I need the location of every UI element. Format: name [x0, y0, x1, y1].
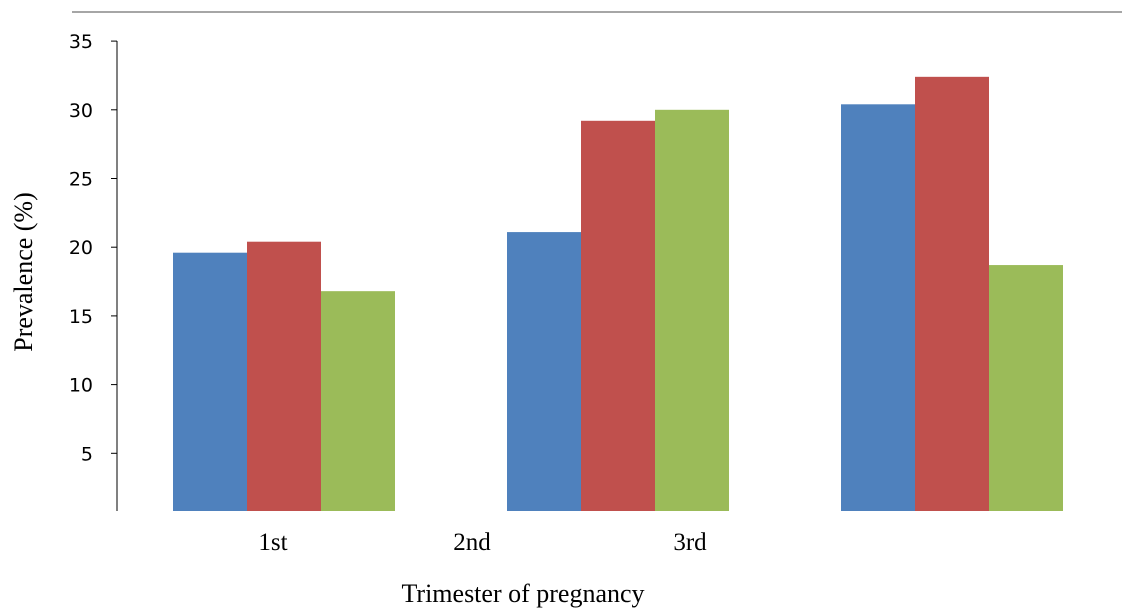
x-tick-label-2nd: 2nd	[453, 529, 491, 556]
y-tick-label-30: 30	[69, 100, 93, 122]
y-tick-label-5: 5	[81, 443, 93, 465]
bar-series1-1st-0	[173, 252, 247, 512]
x-axis-title: Trimester of pregnancy	[401, 579, 644, 608]
bar-series1-3rd-2	[841, 104, 915, 511]
x-tick-label-1st: 1st	[258, 529, 287, 556]
y-tick-label-15: 15	[69, 306, 93, 328]
bar-series3-1st-0	[321, 291, 395, 511]
y-tick-label-35: 35	[69, 31, 93, 53]
y-axis-title: Prevalence (%)	[9, 192, 38, 352]
bar-series1-2nd-1	[507, 232, 581, 511]
bars-group	[173, 76, 1063, 512]
y-tick-label-20: 20	[69, 237, 93, 259]
bar-series2-2nd-1	[581, 120, 655, 512]
x-tick-label-3rd: 3rd	[673, 529, 707, 556]
bar-series2-3rd-2	[915, 76, 989, 511]
bar-series3-3rd-2	[989, 265, 1063, 511]
bar-series2-1st-0	[247, 241, 321, 512]
y-tick-label-25: 25	[69, 169, 93, 191]
y-ticks-group: 5 10 15 20 25 30 35	[69, 31, 117, 465]
y-tick-label-10: 10	[69, 375, 93, 397]
bar-series3-2nd-1	[655, 109, 729, 512]
x-labels-group: 1st 2nd 3rd	[258, 529, 707, 556]
